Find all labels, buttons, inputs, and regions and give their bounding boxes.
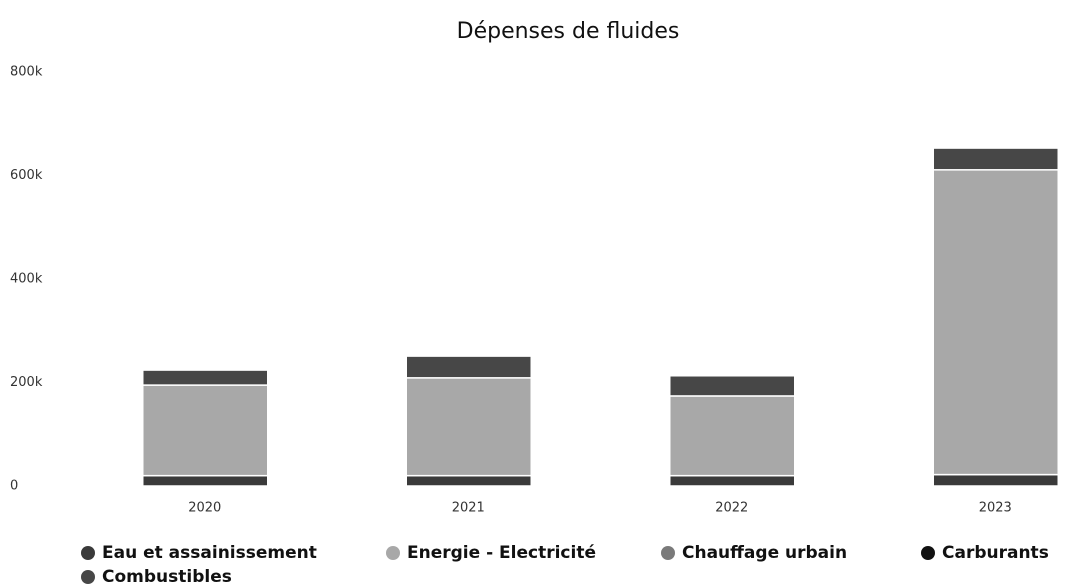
y-tick-label: 0 <box>10 479 18 494</box>
bar-segment <box>669 474 796 487</box>
x-tick-label: 2022 <box>715 501 748 516</box>
x-tick-label: 2020 <box>188 501 221 516</box>
legend-marker <box>81 546 95 560</box>
legend-marker <box>81 570 95 584</box>
legend-label: Carburants <box>942 543 1049 563</box>
bar-segment <box>142 369 269 386</box>
legend-label: Eau et assainissement <box>102 543 317 563</box>
legend-label: Combustibles <box>102 567 232 587</box>
bar-segment <box>142 384 269 477</box>
legend-marker <box>386 546 400 560</box>
bar-segment <box>932 473 1059 487</box>
bar-segment <box>669 375 796 397</box>
legend-label: Chauffage urbain <box>682 543 847 563</box>
chart-title: Dépenses de fluides <box>457 19 680 44</box>
y-tick-label: 400k <box>10 272 43 287</box>
legend-label: Energie - Electricité <box>407 543 596 563</box>
bar-segment <box>142 474 269 487</box>
bar-segment <box>405 355 532 379</box>
y-tick-label: 800k <box>10 65 43 80</box>
y-tick-label: 200k <box>10 375 43 390</box>
legend-marker <box>661 546 675 560</box>
bar-segment <box>405 377 532 477</box>
bar-segment <box>405 474 532 487</box>
bar-segment <box>932 169 1059 476</box>
x-tick-label: 2023 <box>979 501 1012 516</box>
bar-segment <box>669 395 796 477</box>
legend-marker <box>921 546 935 560</box>
bar-segment <box>932 147 1059 171</box>
y-tick-label: 600k <box>10 168 43 183</box>
x-tick-label: 2021 <box>452 501 485 516</box>
